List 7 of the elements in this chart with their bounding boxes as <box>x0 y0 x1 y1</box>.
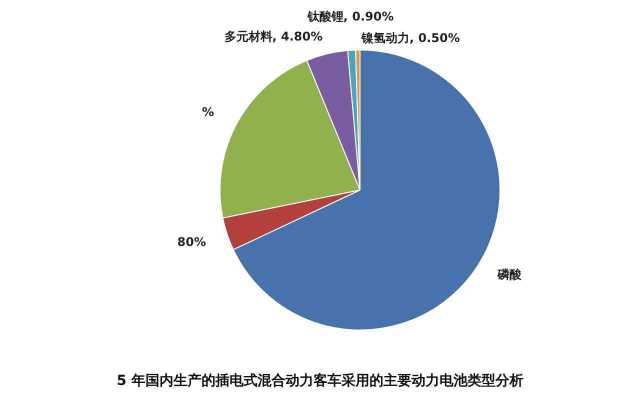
slice-label: 多元材料, 4.80% <box>224 29 323 44</box>
slice-label: 镍氢动力, 0.50% <box>360 31 460 46</box>
text: 5 年国内生产的插电式混合动力客车采用的主要动力电池类型分析 <box>116 372 524 389</box>
slice-label: 钛酸锂, 0.90% <box>306 9 394 24</box>
text: 80% <box>177 235 206 249</box>
slice-label: 磷酸 <box>496 268 522 282</box>
text: % <box>202 105 214 119</box>
